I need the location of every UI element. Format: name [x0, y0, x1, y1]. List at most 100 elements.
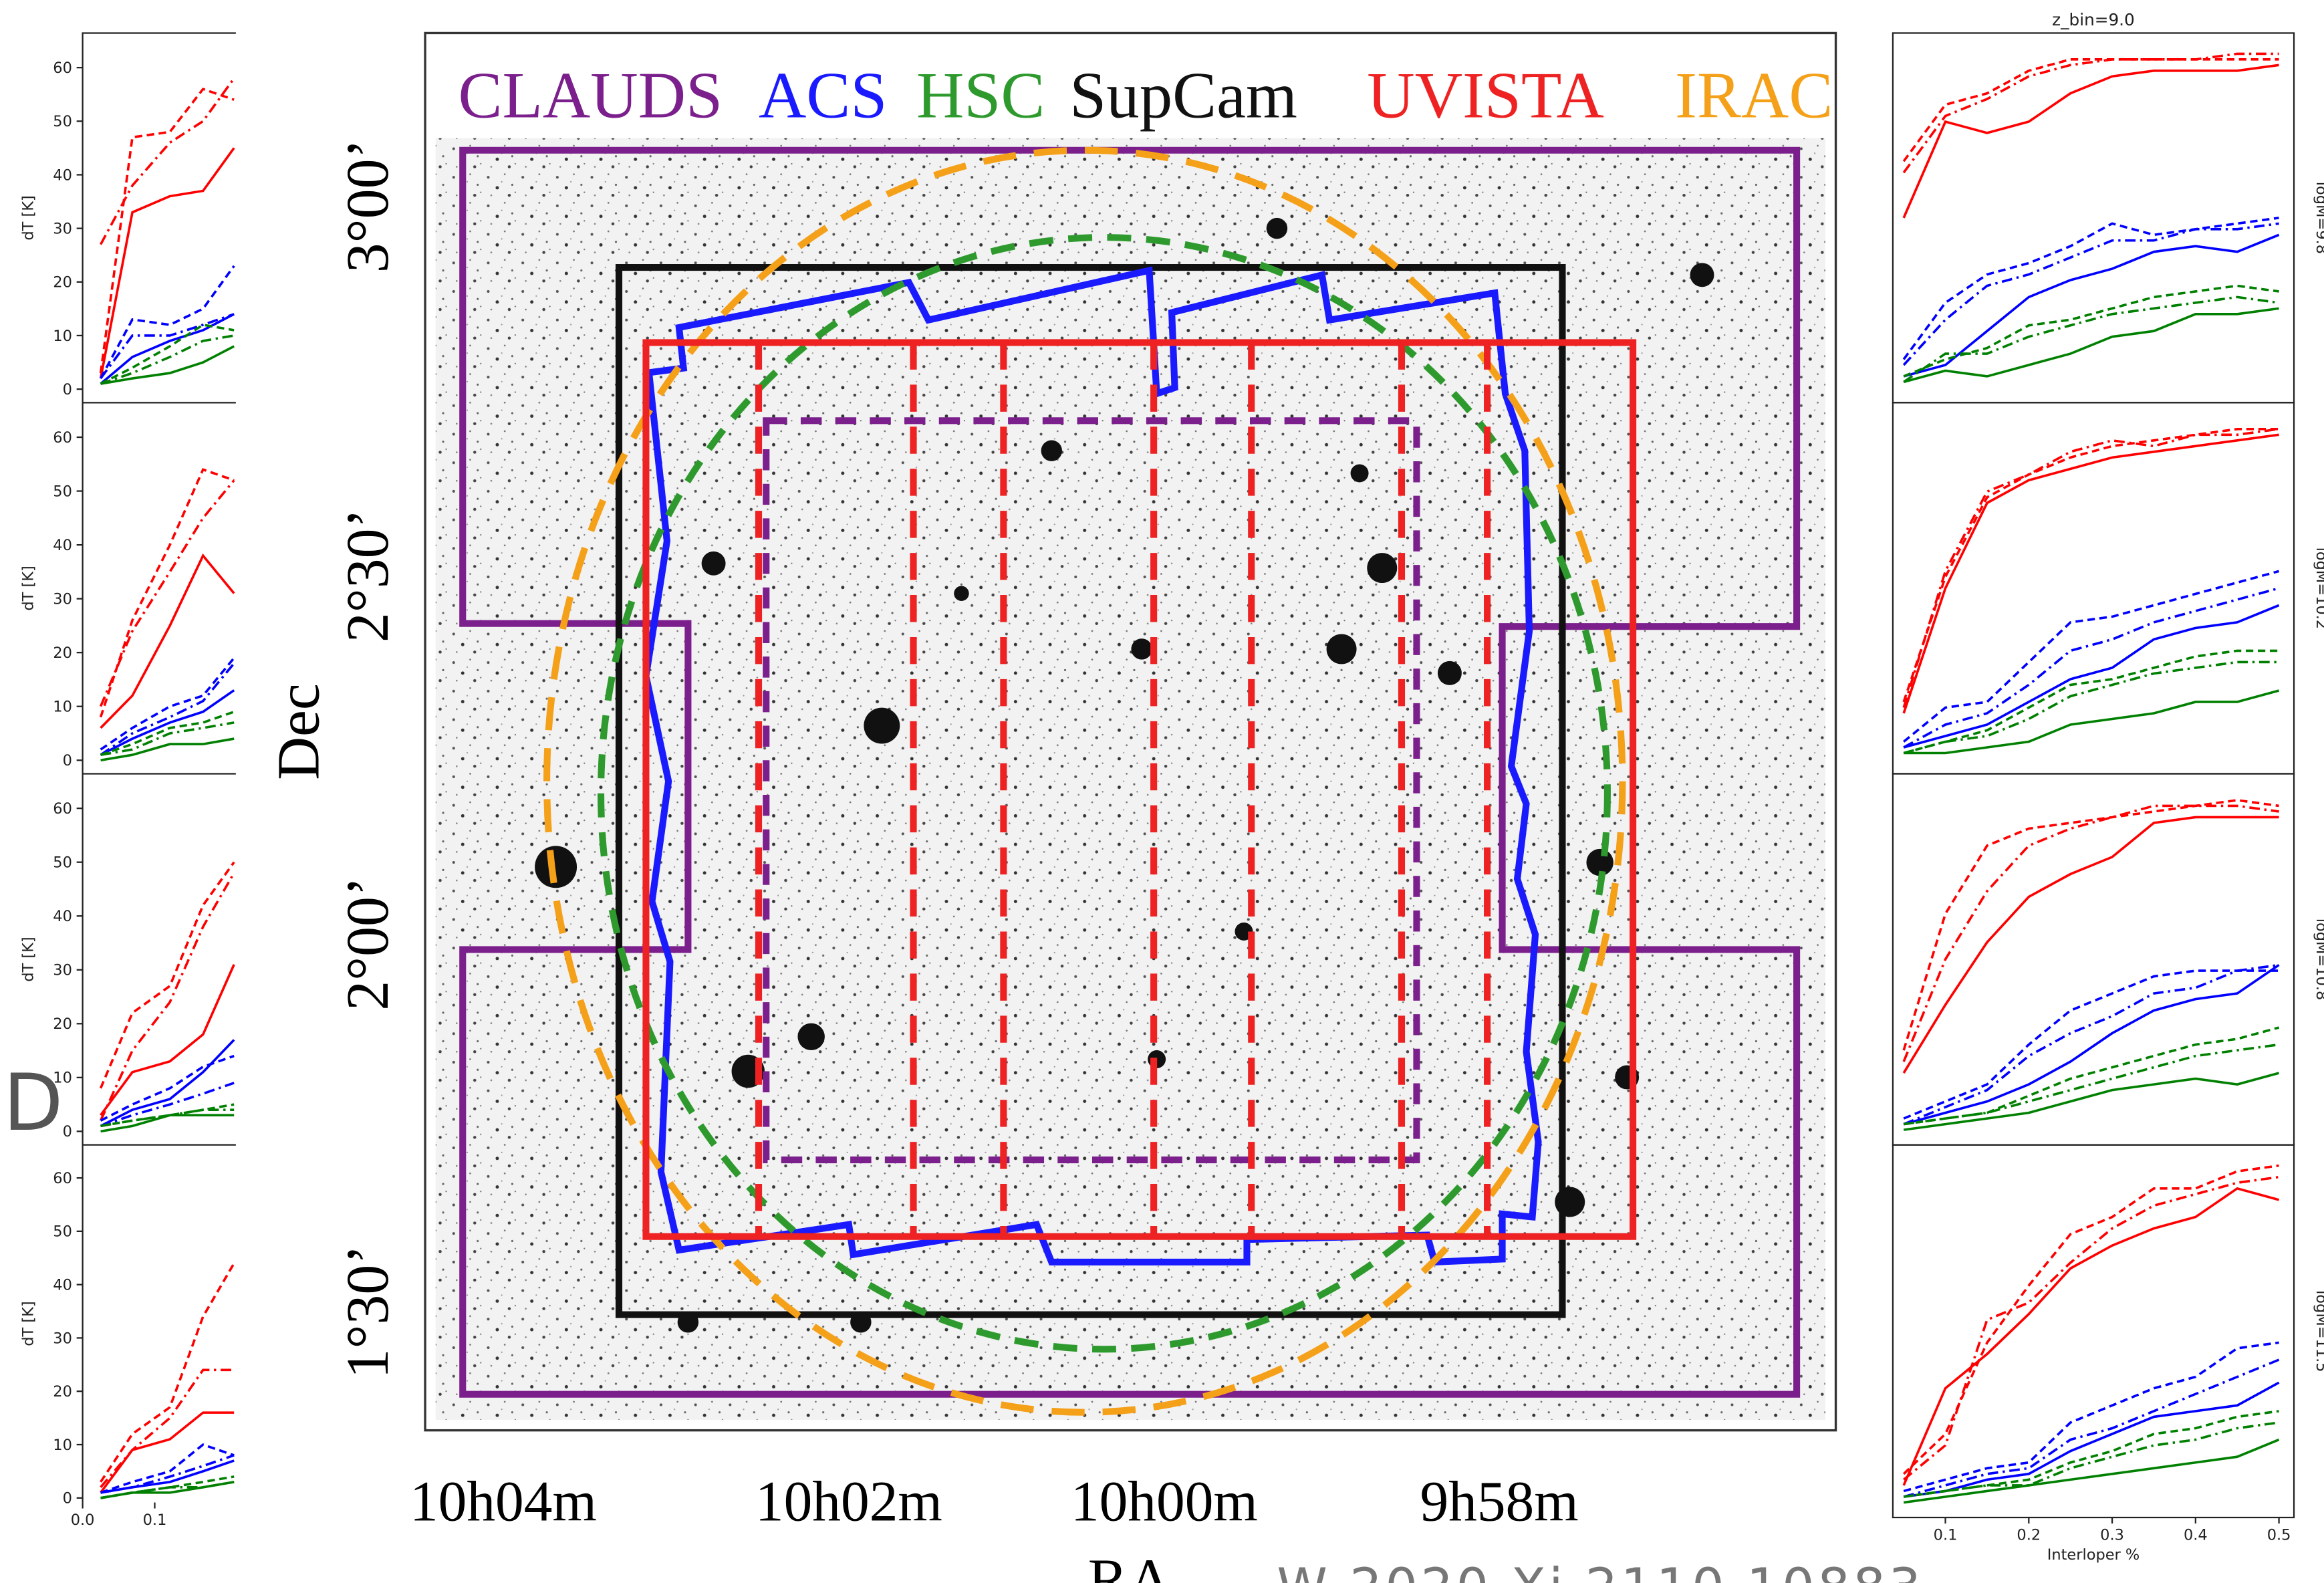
series-line: [100, 313, 235, 385]
clauds-deep-footprint: [763, 417, 1420, 1164]
series-line: [100, 1262, 235, 1483]
series-line: [1902, 799, 2279, 1051]
citation: W 2020 Xi 2110 10883: [1277, 1558, 1924, 1583]
x-axis-label: Interloper %: [2047, 1546, 2140, 1564]
series-line: [1903, 969, 2279, 1120]
panel-title: z_bin=9.0: [2052, 10, 2135, 29]
panel-frame: [82, 773, 236, 1145]
series-line: [100, 334, 235, 385]
panel-frame: [1892, 32, 2295, 404]
series-line: [99, 479, 235, 707]
series-line: [100, 1454, 235, 1494]
footprints: [459, 146, 1801, 1416]
y-tick-label: 50: [53, 113, 72, 130]
y-axis-label: dT [K]: [19, 1301, 37, 1346]
series-line: [1902, 222, 2279, 366]
x-tick-label: 0.1: [1934, 1527, 1958, 1544]
legend-label: IRAC: [1675, 59, 1833, 132]
y-tick-label: 40: [53, 537, 72, 554]
y-tick-label: 50: [53, 1223, 72, 1241]
legend-label: HSC: [916, 59, 1045, 132]
y-axis-label: Dec: [265, 683, 332, 780]
series-line: [1903, 1043, 2279, 1126]
legend-label: CLAUDS: [459, 59, 723, 132]
panel-frame: [1892, 1144, 2295, 1519]
y-tick-label: 20: [53, 1015, 72, 1033]
x-tick-label: 0.2: [2017, 1527, 2041, 1544]
y-tick-label: 30: [53, 1330, 72, 1347]
y-tick-label: 20: [53, 274, 72, 291]
series-line: [99, 872, 235, 1122]
y-tick-label: 60: [53, 59, 72, 77]
series-line: [100, 662, 235, 756]
series-line: [1903, 587, 2280, 749]
series-line: [100, 1108, 235, 1128]
series-line: [100, 689, 235, 756]
series-line: [100, 324, 235, 385]
series-line: [100, 711, 235, 756]
series-line: [1904, 689, 2280, 755]
y-tick-label: 40: [53, 166, 72, 184]
series-line: [1903, 1381, 2280, 1498]
legend-label: SupCam: [1069, 59, 1297, 132]
y-tick-label: 60: [53, 800, 72, 818]
series-line: [1903, 963, 2279, 1126]
series-line: [1903, 233, 2280, 378]
y-tick-label: 10: [53, 1070, 72, 1087]
series-line: [1903, 307, 2279, 384]
series-line: [1903, 1341, 2279, 1493]
y-axis-label: logM=9.8: [2313, 182, 2324, 254]
series-line: [100, 265, 235, 379]
y-axis-label: logM=11.5: [2313, 1290, 2324, 1372]
x-tick-label: 0.0: [71, 1511, 95, 1529]
y-axis-label: dT [K]: [19, 937, 37, 981]
legend-label: UVISTA: [1367, 59, 1604, 132]
series-line: [1902, 433, 2279, 714]
series-line: [1903, 1358, 2280, 1498]
hsc-footprint: [597, 234, 1611, 1353]
irac-footprint: [543, 146, 1626, 1416]
x-axis-label: RA: [1088, 1548, 1172, 1583]
series-line: [1903, 1438, 2280, 1504]
x-tick-label: 0.3: [2100, 1527, 2124, 1544]
series-line: [1902, 1164, 2279, 1475]
y-axis-label: dT [K]: [19, 566, 37, 610]
series-line: [100, 1368, 235, 1488]
series-line: [100, 1481, 235, 1499]
series-line: [1903, 295, 2279, 383]
series-line: [1903, 1026, 2280, 1126]
series-line: [1902, 428, 2279, 709]
acs-footprint: [642, 266, 1542, 1266]
y-tick-label: 0: [63, 1123, 72, 1140]
series-line: [100, 553, 235, 729]
series-line: [100, 721, 235, 756]
x-tick-label: 9h58m: [1420, 1471, 1578, 1534]
series-line: [1902, 58, 2279, 162]
y-tick-label: 30: [53, 962, 72, 979]
y-tick-label: 30: [53, 591, 72, 608]
series-line: [1903, 1410, 2279, 1498]
panel-frame: [82, 402, 236, 774]
y-tick-label: 50: [53, 854, 72, 872]
y-tick-label: 60: [53, 1170, 72, 1187]
supcam-footprint: [615, 264, 1566, 1318]
series-line: [1902, 1187, 2280, 1486]
x-tick-label: 0.1: [143, 1511, 167, 1529]
y-axis-label: dT [K]: [19, 195, 37, 240]
series-line: [100, 345, 235, 385]
clauds-footprint: [459, 146, 1801, 1398]
x-tick-label: 10h04m: [410, 1471, 597, 1534]
series-line: [100, 1114, 235, 1133]
series-line: [100, 657, 235, 751]
y-tick-label: 10: [53, 699, 72, 716]
y-tick-label: 20: [53, 644, 72, 662]
series-line: [1903, 570, 2280, 743]
y-tick-label: 2°30’: [335, 508, 401, 642]
y-tick-label: 3°00’: [335, 139, 401, 273]
slide-letter: D: [3, 1058, 63, 1148]
panel-frame: [1892, 773, 2295, 1146]
panel: 0.1 0.2 0.3 0.4 0.5 logM=11.5 Interloper %: [1892, 1144, 2324, 1564]
y-tick-label: 1°30’: [335, 1245, 401, 1379]
series-line: [1903, 604, 2280, 749]
panel: logM=9.8 z_bin=9.0: [1892, 10, 2324, 404]
